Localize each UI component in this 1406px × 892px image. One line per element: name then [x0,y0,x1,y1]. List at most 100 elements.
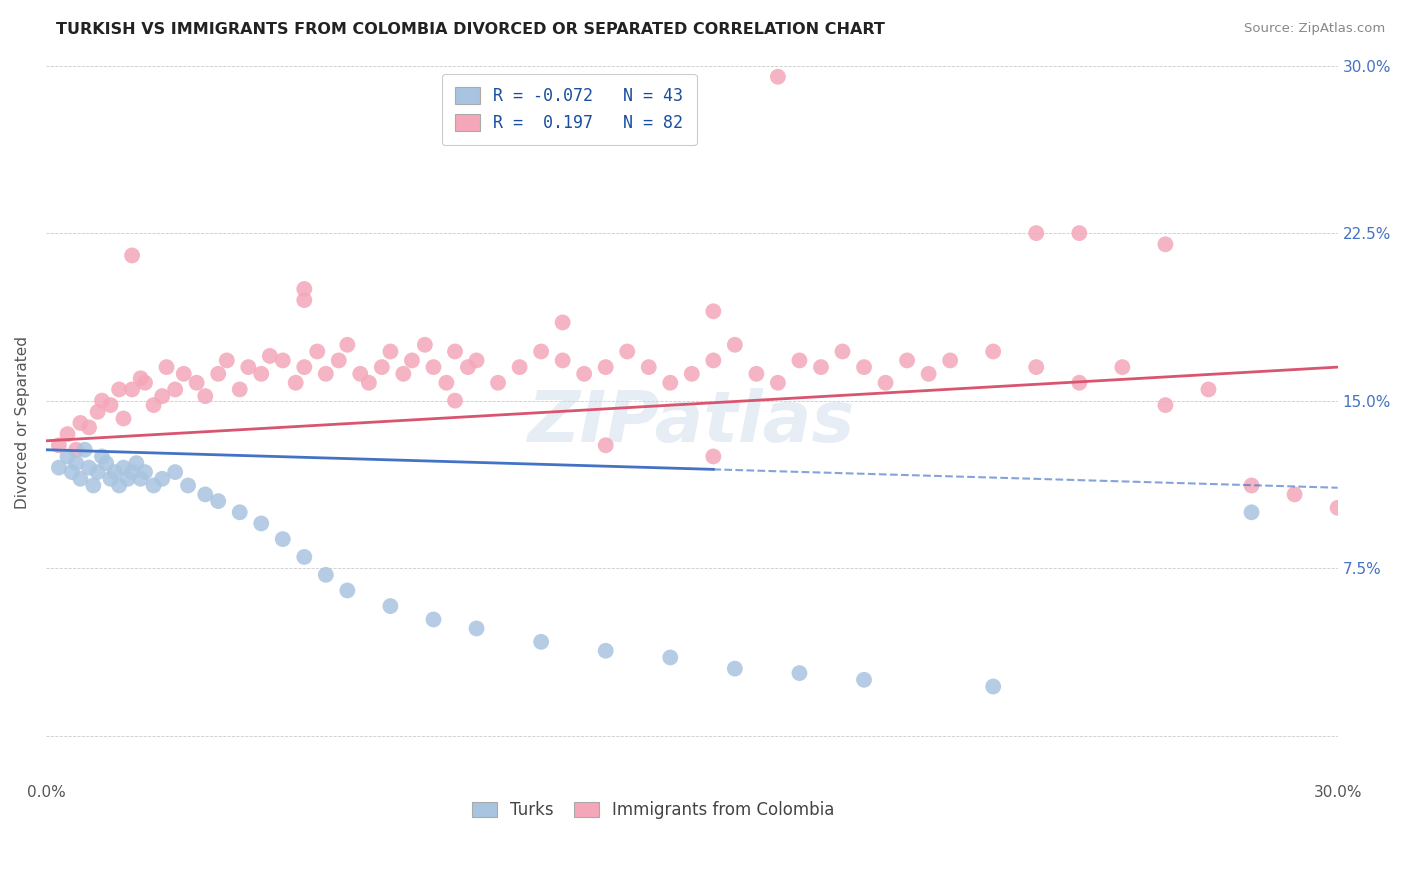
Point [637,360,659,375]
Point [371,360,394,375]
Point [530,635,553,649]
Point [91,450,114,464]
Point [702,304,724,318]
Point [129,472,152,486]
Point [77,420,100,434]
Point [766,70,789,84]
Point [659,650,682,665]
Point [292,282,315,296]
Point [271,353,294,368]
Point [60,465,83,479]
Point [215,353,238,368]
Point [73,442,96,457]
Point [328,353,350,368]
Point [207,494,229,508]
Point [875,376,897,390]
Point [86,465,108,479]
Point [112,460,135,475]
Point [100,472,122,486]
Point [112,411,135,425]
Point [357,376,380,390]
Point [392,367,415,381]
Legend: Turks, Immigrants from Colombia: Turks, Immigrants from Colombia [465,794,841,826]
Point [228,383,250,397]
Point [422,612,444,626]
Point [65,456,87,470]
Point [401,353,423,368]
Point [1025,360,1047,375]
Point [69,416,91,430]
Point [745,367,768,381]
Point [82,478,104,492]
Point [125,456,148,470]
Point [422,360,444,375]
Point [250,516,273,531]
Point [380,599,402,613]
Point [724,662,747,676]
Point [129,371,152,385]
Point [413,338,436,352]
Point [1069,226,1091,240]
Point [336,338,359,352]
Point [486,376,509,390]
Point [271,532,294,546]
Y-axis label: Divorced or Separated: Divorced or Separated [15,336,30,509]
Point [238,360,260,375]
Point [121,465,143,479]
Point [48,460,70,475]
Point [595,360,617,375]
Point [1198,383,1220,397]
Point [551,315,574,329]
Point [207,367,229,381]
Point [336,583,359,598]
Point [572,367,595,381]
Point [789,666,811,681]
Point [173,367,195,381]
Point [1111,360,1133,375]
Point [434,376,457,390]
Point [981,344,1004,359]
Point [155,360,177,375]
Point [509,360,531,375]
Point [284,376,307,390]
Point [1154,398,1177,412]
Point [444,393,467,408]
Point [150,472,173,486]
Point [939,353,962,368]
Point [659,376,682,390]
Point [853,360,876,375]
Point [444,344,467,359]
Point [100,398,122,412]
Point [56,427,79,442]
Point [315,367,337,381]
Point [681,367,703,381]
Point [1154,237,1177,252]
Point [307,344,329,359]
Point [349,367,371,381]
Point [56,450,79,464]
Point [380,344,402,359]
Point [981,680,1004,694]
Point [150,389,173,403]
Point [228,505,250,519]
Point [186,376,208,390]
Point [142,478,165,492]
Point [292,293,315,307]
Point [724,338,747,352]
Point [86,405,108,419]
Point [96,456,118,470]
Point [108,383,131,397]
Point [134,465,156,479]
Point [766,376,789,390]
Point [165,383,187,397]
Point [108,478,131,492]
Point [117,472,139,486]
Point [91,393,114,408]
Point [134,376,156,390]
Point [121,383,143,397]
Point [702,353,724,368]
Point [1326,500,1348,515]
Point [194,389,217,403]
Text: TURKISH VS IMMIGRANTS FROM COLOMBIA DIVORCED OR SEPARATED CORRELATION CHART: TURKISH VS IMMIGRANTS FROM COLOMBIA DIVO… [56,22,886,37]
Point [142,398,165,412]
